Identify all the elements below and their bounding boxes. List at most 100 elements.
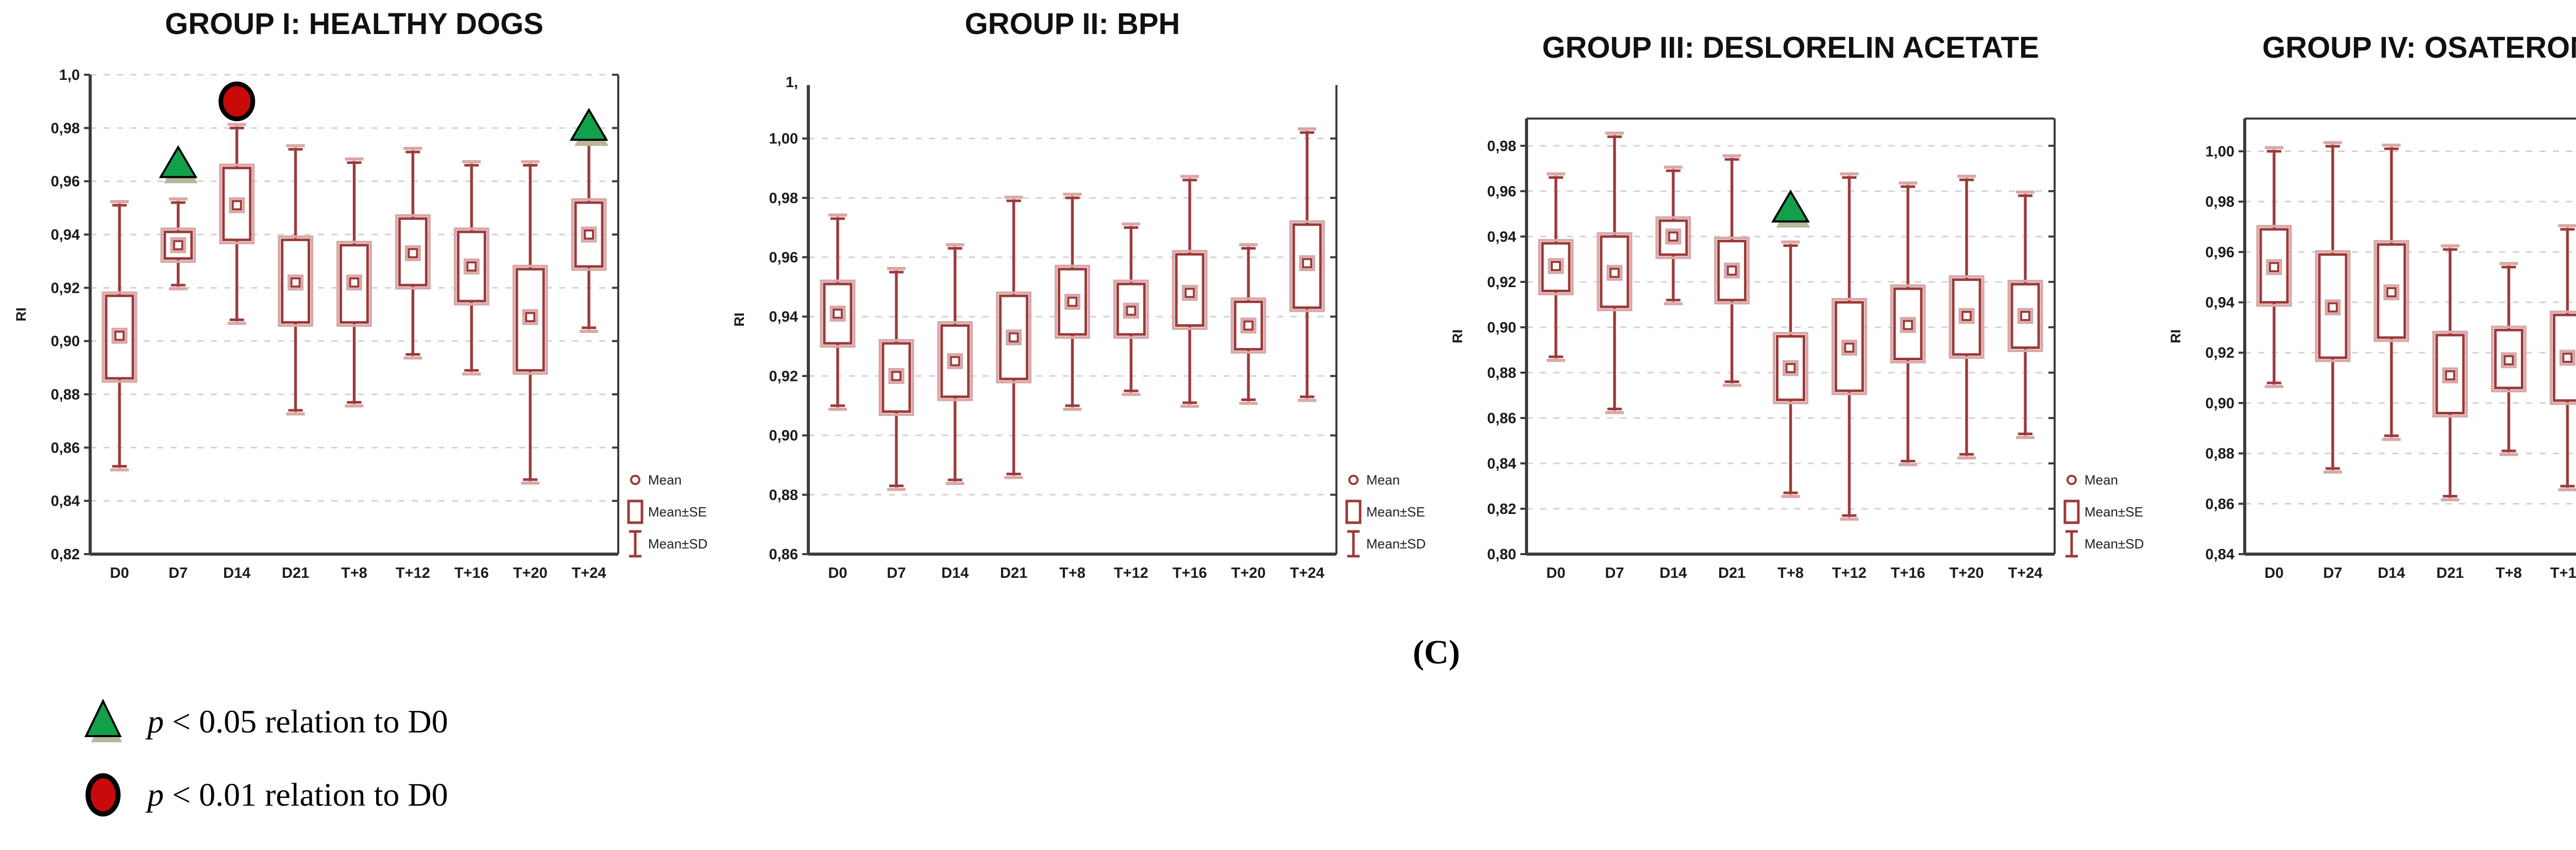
significance-legend: p < 0.05 relation to D0 p < 0.01 relatio… <box>82 697 448 843</box>
boxplot-group-3-deslorelin: 0,80 0,82 0,84 0,86 0,88 0,90 0,92 0,94 0,96 0,98… <box>1450 31 2144 581</box>
y-tick-label: 0,86 <box>51 440 80 456</box>
y-axis-label: RI <box>732 313 747 327</box>
significance-triangle <box>569 108 608 141</box>
legend-label: Mean±SE <box>1366 504 1425 520</box>
x-tick-label: T+12 <box>396 565 430 581</box>
p-symbol: p <box>147 703 164 740</box>
x-tick-label: T+12 <box>1114 565 1148 581</box>
x-tick-label: D21 <box>1000 565 1027 581</box>
y-tick-label: 0,90 <box>2206 395 2234 412</box>
box-T+8 <box>1055 192 1090 411</box>
y-tick-label: 0,88 <box>769 487 798 504</box>
p-less-005-label: < 0.05 relation to D0 <box>164 703 448 740</box>
green-triangle-icon <box>84 698 122 742</box>
box-T+20 <box>1230 243 1266 405</box>
y-tick-label: 1,00 <box>2206 143 2234 160</box>
box-D14 <box>937 243 973 486</box>
y-axis-label: RI <box>13 308 29 322</box>
x-tick-label: D14 <box>223 565 250 581</box>
x-tick-label: T+8 <box>2496 565 2522 581</box>
box-D0 <box>1538 172 1574 362</box>
box-D14 <box>2374 143 2410 441</box>
figure-caption: (C) <box>0 633 2576 672</box>
x-tick-label: T+20 <box>1950 565 1984 581</box>
y-tick-label: 0,82 <box>51 546 80 563</box>
x-tick-label: D14 <box>941 565 969 581</box>
y-tick-label: 0,84 <box>2206 546 2234 563</box>
significance-circle <box>218 81 256 122</box>
y-tick-label: 0,88 <box>51 387 80 403</box>
y-tick-label: 0,86 <box>769 546 798 563</box>
mean-se-box-icon <box>1345 499 1362 524</box>
y-tick-label: 0,98 <box>1487 138 1516 155</box>
y-tick-label: 0,90 <box>769 428 798 444</box>
boxplot-group-1-healthy-dogs: 0,82 0,84 0,86 0,88 0,90 0,92 0,94 0,96 0,98 1,0 R… <box>13 7 707 581</box>
x-tick-label: T+12 <box>1832 565 1867 581</box>
mean-se-box-icon <box>2063 499 2080 524</box>
x-tick-label: D14 <box>1659 565 1687 581</box>
y-tick-label: 1,00 <box>769 131 798 147</box>
box-D7 <box>160 197 196 291</box>
chart-title: GROUP II: BPH <box>965 7 1180 41</box>
x-tick-label: T+24 <box>572 565 606 581</box>
x-tick-label: T+8 <box>1777 565 1804 581</box>
legend-label: Mean±SD <box>648 536 707 552</box>
y-tick-label: 0,92 <box>51 280 80 296</box>
box-T+16 <box>453 160 489 376</box>
p-less-001-label: < 0.01 relation to D0 <box>164 776 448 813</box>
y-tick-label: 0,96 <box>769 249 798 266</box>
box-T+20 <box>512 160 548 485</box>
x-tick-label: D14 <box>2378 565 2405 581</box>
red-circle-icon <box>86 773 121 816</box>
y-axis-label: RI <box>2168 329 2183 343</box>
box-D7 <box>1597 131 1633 414</box>
triangle <box>84 698 122 737</box>
box-T+24 <box>571 136 607 333</box>
y-tick-label: 0,90 <box>51 334 80 350</box>
legend-label: Mean±SE <box>2084 504 2143 520</box>
box-D14 <box>1655 165 1691 306</box>
box-D21 <box>278 144 314 415</box>
x-tick-label: D7 <box>2323 565 2342 581</box>
legend-label: Mean±SD <box>2084 536 2144 552</box>
x-tick-label: T+8 <box>341 565 367 581</box>
x-tick-label: T+16 <box>1173 565 1207 581</box>
significance-triangle <box>1771 189 1810 223</box>
box-T+16 <box>1172 175 1208 408</box>
plot-area: 0,86 0,88 0,90 0,92 0,94 0,96 0,98 1,00 1, RI D0 D7… <box>732 74 1337 581</box>
box-D7 <box>878 266 914 491</box>
legend-label: Mean <box>1366 472 1400 488</box>
legend-item-p-less-001-text: p < 0.01 relation to D0 <box>147 776 448 814</box>
boxplot-group-4-osaterone: 0,84 0,86 0,88 0,90 0,92 0,94 0,96 0,98 1,00 RI D0… <box>2168 31 2576 581</box>
y-tick-label: 0,92 <box>2206 345 2234 361</box>
y-tick-label: 0,88 <box>2206 446 2234 462</box>
p-symbol: p <box>147 776 164 813</box>
y-tick-label: 0,92 <box>769 368 798 385</box>
x-tick-label: D21 <box>1718 565 1745 581</box>
box-T+8 <box>1773 240 1808 498</box>
y-tick-label: 0,94 <box>2206 295 2234 311</box>
mean-marker-icon <box>1348 475 1359 485</box>
x-tick-label: T+24 <box>2008 565 2043 581</box>
y-axis-label: RI <box>1450 329 1465 343</box>
significance-triangle <box>159 145 198 178</box>
y-tick-label: 0,96 <box>1487 184 1516 200</box>
y-top-label: 1, <box>786 74 798 91</box>
y-tick-label: 0,94 <box>769 309 798 325</box>
chart-title: GROUP I: HEALTHY DOGS <box>165 7 544 41</box>
mean-marker-icon <box>630 475 640 485</box>
box-D14 <box>219 123 255 325</box>
plot-area: 0,82 0,84 0,86 0,88 0,90 0,92 0,94 0,96 0,98 1,0 R… <box>13 67 619 581</box>
x-tick-label: T+16 <box>1891 565 1925 581</box>
y-tick-label: 0,96 <box>51 174 80 190</box>
legend-label: Mean±SD <box>1366 536 1426 552</box>
legend-label: Mean <box>2084 472 2118 488</box>
y-tick-label: 1,0 <box>59 67 80 84</box>
y-tick-label: 0,94 <box>1487 229 1516 245</box>
chart-title: GROUP IV: OSATERONE ACETATE <box>2262 31 2576 64</box>
y-tick-label: 0,96 <box>2206 244 2234 261</box>
box-D21 <box>996 195 1032 479</box>
chart-title: GROUP III: DESLORELIN ACETATE <box>1542 31 2039 64</box>
y-tick-label: 0,86 <box>1487 410 1516 427</box>
box-T+12 <box>1113 222 1149 396</box>
